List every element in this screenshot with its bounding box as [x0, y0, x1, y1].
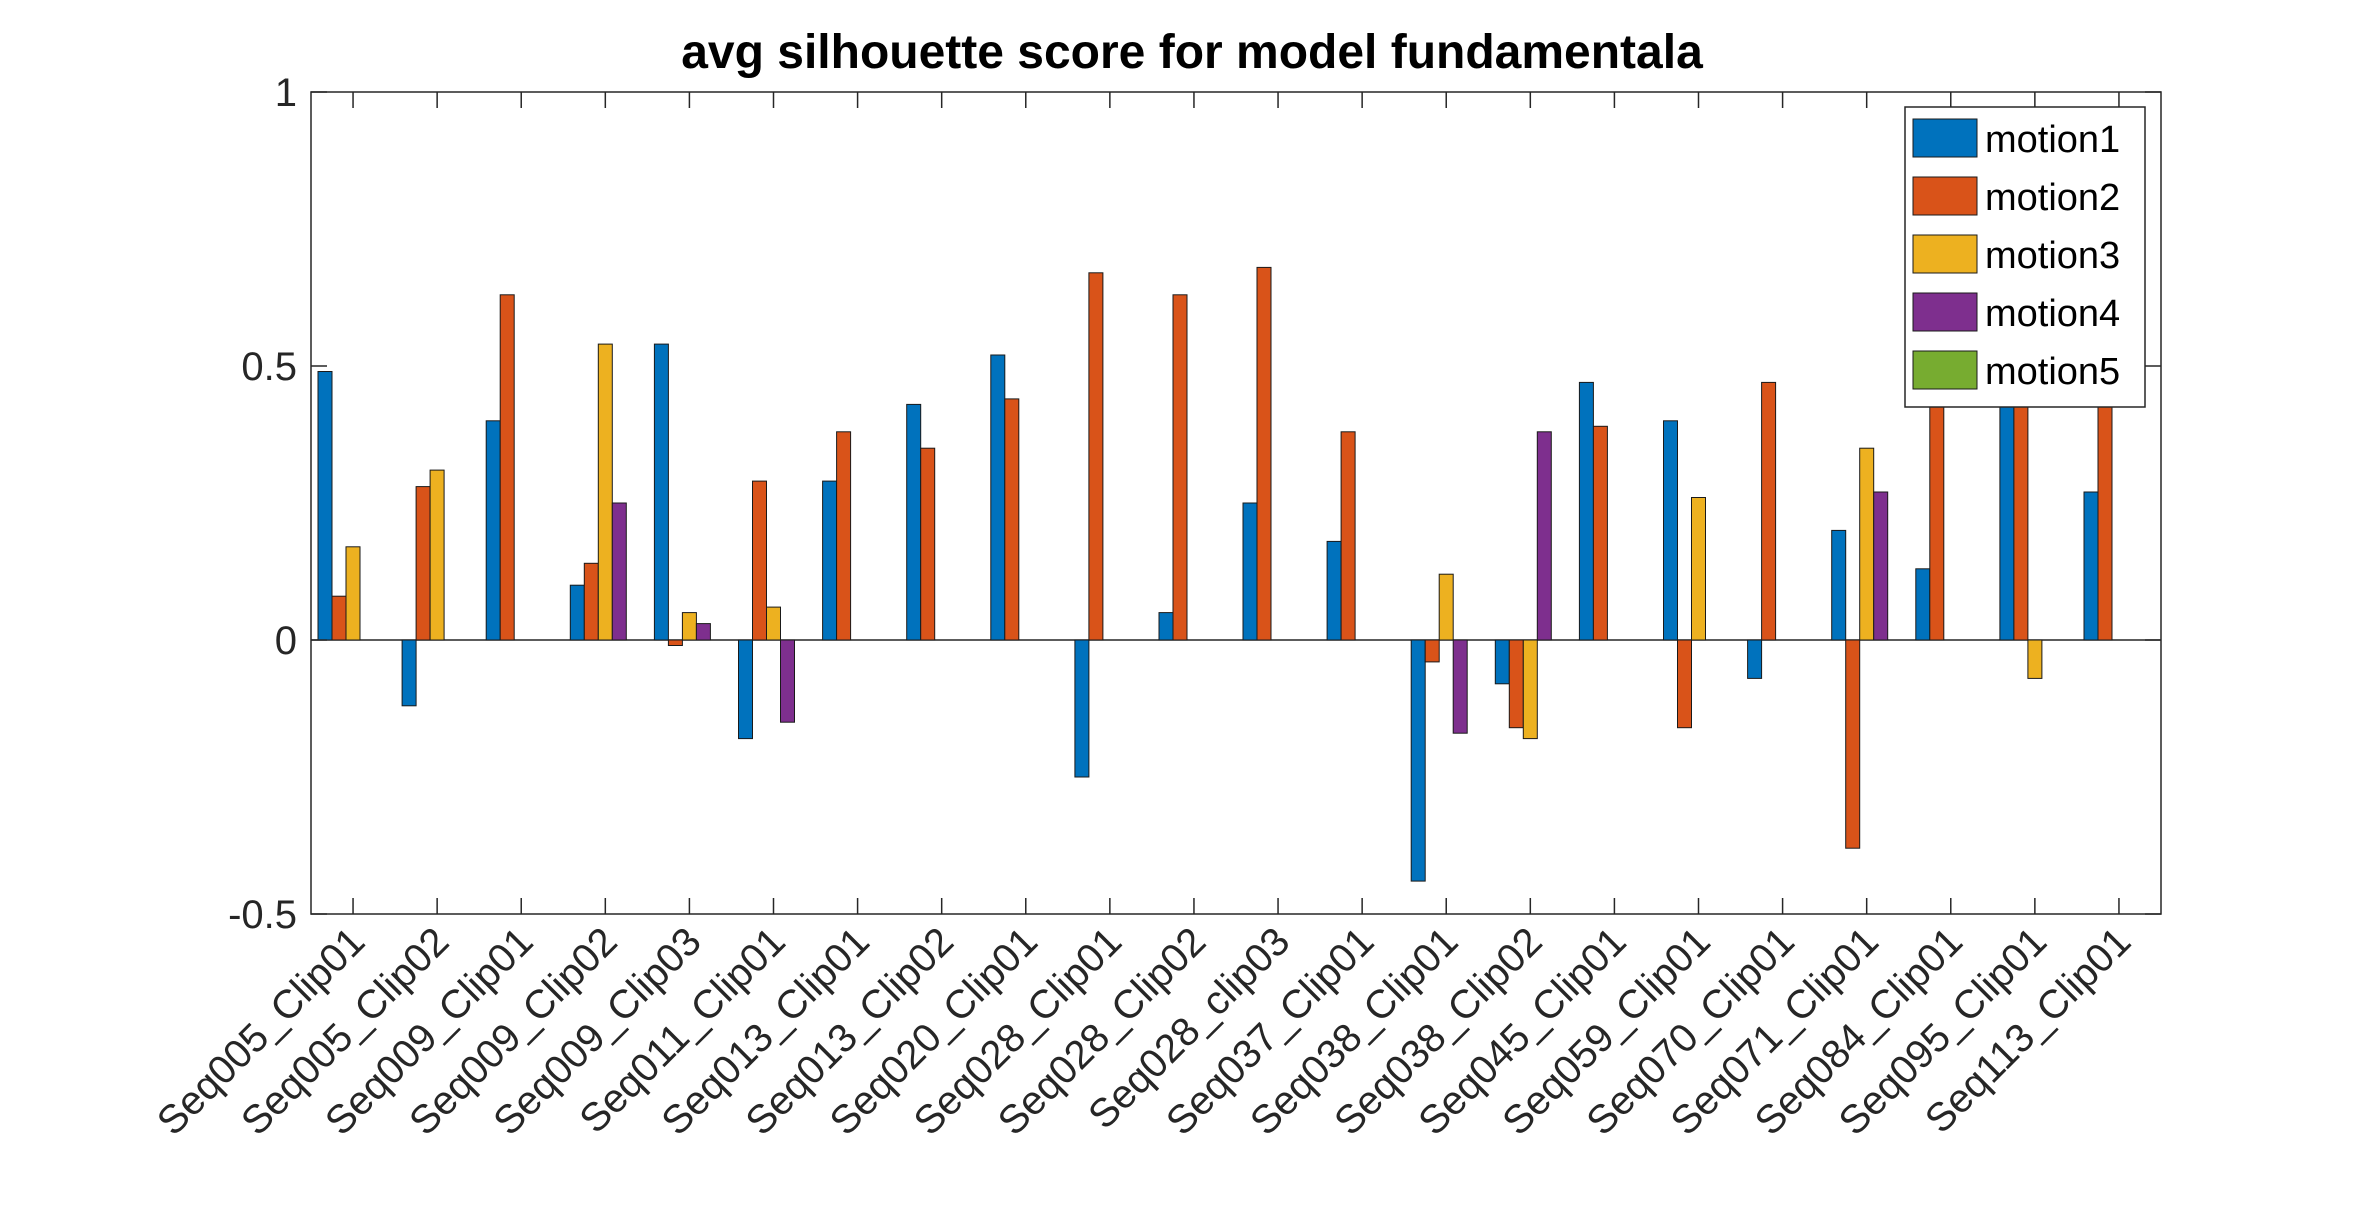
- legend-swatch-motion4: [1912, 292, 1978, 332]
- bar-motion2-Seq037_Clip01: [1340, 431, 1356, 641]
- bar-motion4-Seq009_Clip03: [695, 623, 711, 641]
- bar-motion2-Seq009_Clip02: [583, 562, 599, 641]
- bar-motion3-Seq059_Clip01: [1691, 497, 1706, 641]
- bar-motion1-Seq037_Clip01: [1326, 540, 1342, 641]
- bar-motion3-Seq038_Clip02: [1522, 639, 1538, 740]
- bar-motion1-Seq045_Clip01: [1578, 381, 1594, 641]
- bar-motion1-Seq028_Clip02: [1158, 612, 1174, 641]
- bar-motion2-Seq013_Clip01: [836, 431, 852, 641]
- bar-motion3-Seq005_Clip02: [429, 469, 445, 641]
- bar-motion1-Seq113_Clip01: [2083, 491, 2099, 641]
- bar-motion4-Seq038_Clip01: [1452, 639, 1468, 734]
- bar-motion2-Seq071_Clip01: [1845, 639, 1861, 849]
- bar-motion3-Seq071_Clip01: [1859, 447, 1875, 641]
- bar-motion2-Seq028_Clip01: [1088, 272, 1104, 641]
- bar-motion2-Seq020_Clip01: [1004, 398, 1020, 641]
- bar-motion1-Seq011_Clip01: [738, 639, 753, 740]
- bar-motion1-Seq070_Clip01: [1747, 639, 1763, 679]
- bar-motion1-Seq071_Clip01: [1831, 529, 1847, 641]
- bar-motion2-Seq013_Clip02: [920, 447, 936, 641]
- bar-motion3-Seq038_Clip01: [1438, 573, 1454, 641]
- bar-motion1-Seq013_Clip01: [822, 480, 838, 641]
- bar-motion1-Seq028_Clip01: [1074, 639, 1090, 778]
- bar-motion3-Seq095_Clip01: [2027, 639, 2043, 679]
- bar-motion1-Seq009_Clip01: [485, 420, 501, 641]
- legend-label-motion4: motion4: [1985, 293, 2120, 335]
- bar-motion4-Seq011_Clip01: [780, 639, 795, 723]
- y-tick-label: 0.5: [241, 345, 297, 389]
- axes-frame: [310, 91, 2162, 915]
- legend-swatch-motion5: [1912, 350, 1978, 390]
- legend-swatch-motion1: [1912, 118, 1978, 158]
- bar-motion2-Seq028_clip03: [1256, 266, 1272, 641]
- bar-motion3-Seq009_Clip03: [681, 612, 697, 641]
- bar-motion1-Seq005_Clip02: [401, 639, 417, 707]
- legend-label-motion5: motion5: [1985, 351, 2120, 393]
- bar-motion2-Seq009_Clip03: [667, 639, 683, 646]
- bar-motion2-Seq059_Clip01: [1677, 639, 1692, 729]
- bar-motion2-Seq009_Clip01: [499, 294, 515, 641]
- legend-swatch-motion2: [1912, 176, 1978, 216]
- plot-area: -0.500.51Seq005_Clip01Seq005_Clip02Seq00…: [149, 71, 2162, 1144]
- bar-motion1-Seq038_Clip02: [1494, 639, 1510, 685]
- bar-motion2-Seq005_Clip02: [415, 486, 431, 641]
- legend-label-motion2: motion2: [1985, 177, 2120, 219]
- legend-label-motion3: motion3: [1985, 235, 2120, 277]
- bar-motion3-Seq009_Clip02: [597, 343, 613, 641]
- chart-title: avg silhouette score for model fundament…: [681, 26, 1703, 79]
- bar-motion1-Seq020_Clip01: [990, 354, 1006, 641]
- bar-motion2-Seq045_Clip01: [1592, 425, 1608, 641]
- bar-motion1-Seq038_Clip01: [1410, 639, 1426, 882]
- bar-motion4-Seq009_Clip02: [611, 502, 627, 641]
- bar-motion2-Seq070_Clip01: [1761, 381, 1777, 641]
- bar-motion1-Seq009_Clip02: [569, 584, 585, 641]
- bar-motion1-Seq013_Clip02: [906, 403, 922, 641]
- bar-motion4-Seq038_Clip02: [1536, 431, 1552, 641]
- bar-motion2-Seq028_Clip02: [1172, 294, 1188, 641]
- bar-motion1-Seq009_Clip03: [653, 343, 669, 641]
- legend-swatch-motion3: [1912, 234, 1978, 274]
- bar-motion1-Seq084_Clip01: [1915, 568, 1931, 641]
- bar-motion2-Seq011_Clip01: [752, 480, 767, 641]
- bar-motion1-Seq028_clip03: [1242, 502, 1258, 641]
- bar-motion2-Seq038_Clip02: [1508, 639, 1524, 729]
- bar-motion2-Seq038_Clip01: [1424, 639, 1440, 663]
- legend-label-motion1: motion1: [1985, 119, 2120, 161]
- bar-motion1-Seq059_Clip01: [1663, 420, 1678, 641]
- y-tick-label: -0.5: [228, 893, 297, 937]
- bar-motion4-Seq071_Clip01: [1873, 491, 1889, 641]
- bar-motion2-Seq005_Clip01: [331, 595, 347, 641]
- bar-motion1-Seq005_Clip01: [317, 371, 333, 641]
- bar-motion3-Seq011_Clip01: [766, 606, 781, 641]
- bar-motion3-Seq005_Clip01: [345, 546, 361, 641]
- y-tick-label: 1: [275, 71, 297, 115]
- y-tick-label: 0: [275, 619, 297, 663]
